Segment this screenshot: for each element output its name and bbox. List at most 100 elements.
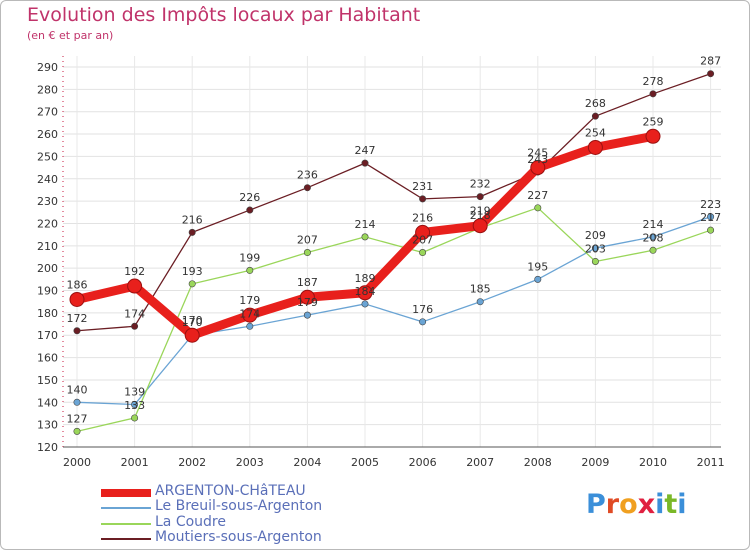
data-label-coudre: 207 bbox=[297, 234, 318, 247]
data-label-moutiers: 268 bbox=[585, 97, 606, 110]
x-tick-label: 2010 bbox=[639, 456, 667, 469]
point-argenton bbox=[299, 289, 315, 305]
point-argenton bbox=[127, 278, 143, 294]
data-label-breuil: 174 bbox=[239, 307, 260, 320]
y-tick-label: 260 bbox=[37, 128, 58, 141]
x-tick-label: 2003 bbox=[236, 456, 264, 469]
data-label-moutiers: 247 bbox=[355, 144, 376, 157]
data-label-argenton: 254 bbox=[585, 126, 606, 139]
point-breuil bbox=[73, 398, 81, 406]
point-moutiers bbox=[649, 90, 657, 98]
y-tick-label: 170 bbox=[37, 329, 58, 342]
x-tick-label: 2006 bbox=[409, 456, 437, 469]
point-moutiers bbox=[361, 159, 369, 167]
x-tick-label: 2008 bbox=[524, 456, 552, 469]
data-label-argenton: 186 bbox=[67, 278, 88, 291]
data-label-argenton: 187 bbox=[297, 276, 318, 289]
data-label-breuil: 209 bbox=[585, 229, 606, 242]
legend-swatch-moutiers bbox=[101, 538, 151, 540]
point-coudre bbox=[649, 246, 657, 254]
point-moutiers bbox=[303, 184, 311, 192]
y-tick-label: 120 bbox=[37, 441, 58, 454]
data-label-breuil: 185 bbox=[470, 283, 491, 296]
logo-letter: r bbox=[605, 489, 620, 520]
point-moutiers bbox=[188, 228, 196, 236]
point-argenton bbox=[645, 128, 661, 144]
data-label-coudre: 199 bbox=[239, 251, 260, 264]
y-tick-label: 210 bbox=[37, 240, 58, 253]
data-label-coudre: 207 bbox=[412, 234, 433, 247]
x-tick-label: 2004 bbox=[293, 456, 321, 469]
legend-swatch-breuil bbox=[101, 507, 151, 509]
series-line-breuil bbox=[76, 216, 712, 406]
data-label-argenton: 192 bbox=[124, 265, 145, 278]
x-tick-label: 2011 bbox=[697, 456, 725, 469]
point-coudre bbox=[591, 257, 599, 265]
point-argenton bbox=[530, 160, 546, 176]
legend-label-breuil: Le Breuil-sous-Argenton bbox=[155, 498, 323, 514]
data-label-moutiers: 231 bbox=[412, 180, 433, 193]
point-argenton bbox=[242, 307, 258, 323]
y-tick-label: 270 bbox=[37, 106, 58, 119]
point-coudre bbox=[246, 266, 254, 274]
data-label-breuil: 139 bbox=[124, 386, 145, 399]
point-breuil bbox=[707, 213, 715, 221]
data-label-argenton: 259 bbox=[643, 115, 664, 128]
point-argenton bbox=[472, 218, 488, 234]
point-coudre bbox=[303, 249, 311, 257]
point-coudre bbox=[707, 226, 715, 234]
point-moutiers bbox=[131, 322, 139, 330]
data-label-argenton: 189 bbox=[355, 272, 376, 285]
point-moutiers bbox=[707, 70, 715, 78]
data-label-coudre: 127 bbox=[67, 412, 88, 425]
data-label-coudre: 193 bbox=[182, 265, 203, 278]
data-label-coudre: 208 bbox=[643, 231, 664, 244]
point-moutiers bbox=[246, 206, 254, 214]
logo-letter: i bbox=[655, 489, 665, 520]
point-coudre bbox=[73, 427, 81, 435]
data-label-breuil: 140 bbox=[67, 383, 88, 396]
data-label-moutiers: 232 bbox=[470, 178, 491, 191]
x-tick-label: 2000 bbox=[63, 456, 91, 469]
data-label-breuil: 223 bbox=[700, 198, 721, 211]
y-tick-label: 180 bbox=[37, 307, 58, 320]
data-label-moutiers: 278 bbox=[643, 75, 664, 88]
point-breuil bbox=[476, 298, 484, 306]
legend-swatch-coudre bbox=[101, 523, 151, 525]
plot-area bbox=[63, 56, 721, 447]
point-moutiers bbox=[591, 112, 599, 120]
x-tick-label: 2009 bbox=[581, 456, 609, 469]
chart-subtitle: (en € et par an) bbox=[27, 29, 114, 42]
data-label-moutiers: 287 bbox=[700, 55, 721, 68]
data-label-coudre: 227 bbox=[527, 189, 548, 202]
y-tick-label: 200 bbox=[37, 262, 58, 275]
x-tick-label: 2005 bbox=[351, 456, 379, 469]
legend-label-coudre: La Coudre bbox=[155, 514, 226, 530]
series-line-coudre bbox=[76, 207, 712, 433]
point-argenton bbox=[184, 327, 200, 343]
chart-title: Evolution des Impôts locaux par Habitant bbox=[27, 4, 421, 26]
logo-letter: o bbox=[619, 489, 638, 520]
data-label-moutiers: 236 bbox=[297, 169, 318, 182]
legend-label-moutiers: Moutiers-sous-Argenton bbox=[155, 529, 322, 545]
data-label-argenton: 170 bbox=[182, 314, 203, 327]
point-coudre bbox=[419, 249, 427, 257]
data-label-moutiers: 226 bbox=[239, 191, 260, 204]
data-label-coudre: 133 bbox=[124, 399, 145, 412]
point-moutiers bbox=[73, 327, 81, 335]
proxiti-logo: Proxiti bbox=[586, 489, 687, 520]
data-label-breuil: 195 bbox=[527, 260, 548, 273]
logo-letter: x bbox=[637, 489, 656, 520]
point-argenton bbox=[357, 285, 373, 301]
data-label-breuil: 179 bbox=[297, 296, 318, 309]
logo-letter: i bbox=[677, 489, 687, 520]
data-label-breuil: 214 bbox=[643, 218, 664, 231]
data-label-moutiers: 174 bbox=[124, 307, 145, 320]
point-argenton bbox=[415, 224, 431, 240]
y-tick-label: 230 bbox=[37, 195, 58, 208]
data-label-argenton: 179 bbox=[239, 294, 260, 307]
point-breuil bbox=[131, 401, 139, 409]
y-tick-label: 240 bbox=[37, 173, 58, 186]
